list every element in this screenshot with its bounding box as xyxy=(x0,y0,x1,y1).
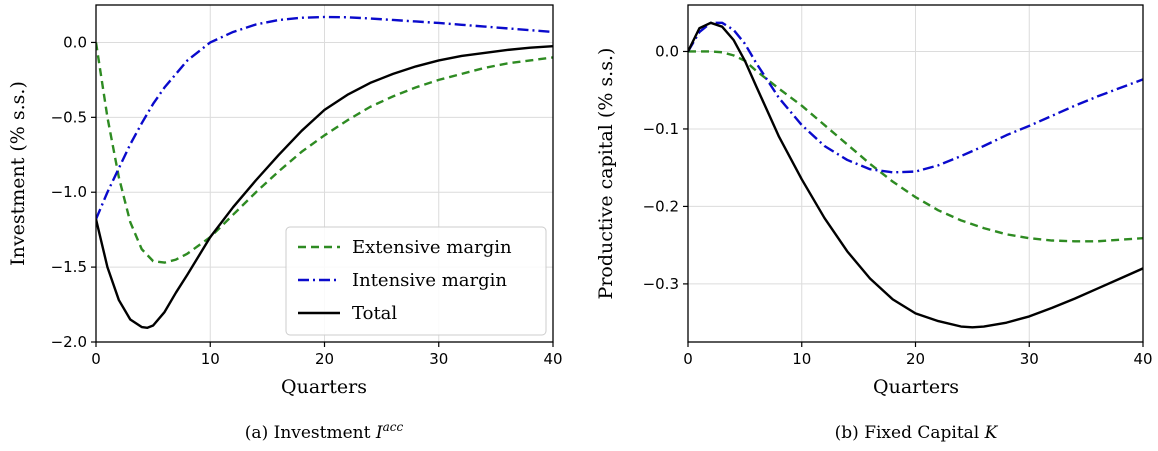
series-line-total xyxy=(688,21,1143,329)
series-group xyxy=(688,21,1143,329)
caption-superscript: acc xyxy=(383,420,404,434)
grid-lines xyxy=(687,5,1144,342)
x-tick-label: 0 xyxy=(91,350,101,368)
caption-symbol: K xyxy=(984,423,999,443)
axis-ticks: 0 10 20 30 40 0.0 −0.5 −1.0 −1.5 −2.0 xyxy=(51,33,563,368)
x-tick-label: 10 xyxy=(201,350,220,368)
y-tick-label: −1.5 xyxy=(51,258,87,276)
legend-label: Intensive margin xyxy=(352,270,507,291)
panel-caption: (a) Investment Iacc xyxy=(245,420,404,443)
series-line-intensive-margin xyxy=(96,15,553,220)
x-axis-label: Quarters xyxy=(281,376,367,398)
caption-prefix: (b) Fixed Capital xyxy=(835,423,985,443)
series-line-extensive xyxy=(688,50,1143,243)
legend-label: Total xyxy=(352,303,397,324)
x-tick-label: 30 xyxy=(429,350,448,368)
y-tick-label: −1.0 xyxy=(51,183,87,201)
x-tick-label: 20 xyxy=(315,350,334,368)
x-tick-label: 10 xyxy=(792,350,811,368)
panel-fixed-capital: 0 10 20 30 40 0.0 −0.1 −0.2 −0.3 Quarters Produc… xyxy=(595,4,1153,443)
y-tick-label: −0.5 xyxy=(51,108,87,126)
panel-investment: 0 10 20 30 40 0.0 −0.5 −1.0 −1.5 −2.0 Quarters In… xyxy=(7,4,563,443)
x-tick-label: 0 xyxy=(683,350,693,368)
legend: Extensive margin Intensive margin Total xyxy=(285,226,547,336)
y-tick-label: −2.0 xyxy=(51,333,87,351)
x-axis-label: Quarters xyxy=(873,376,959,398)
caption-prefix: (a) Investment xyxy=(245,423,376,443)
x-tick-label: 20 xyxy=(906,350,925,368)
legend-box xyxy=(285,226,547,336)
axis-ticks: 0 10 20 30 40 0.0 −0.1 −0.2 −0.3 xyxy=(643,42,1153,368)
caption-symbol: I xyxy=(375,423,383,443)
y-tick-label: −0.1 xyxy=(643,120,679,138)
panel-caption: (b) Fixed Capital K xyxy=(835,423,999,443)
y-tick-label: −0.3 xyxy=(643,275,679,293)
series-group xyxy=(96,15,553,329)
x-tick-label: 30 xyxy=(1020,350,1039,368)
legend-label: Extensive margin xyxy=(352,237,512,258)
x-tick-label: 40 xyxy=(1133,350,1152,368)
y-tick-label: −0.2 xyxy=(643,197,679,215)
series-line-total xyxy=(96,44,553,329)
y-axis-label: Productive capital (% s.s.) xyxy=(595,48,617,300)
x-tick-label: 40 xyxy=(543,350,562,368)
y-tick-label: 0.0 xyxy=(655,42,679,60)
y-axis-label: Investment (% s.s.) xyxy=(7,81,29,266)
y-tick-label: 0.0 xyxy=(63,33,87,51)
series-line-extensive-margin xyxy=(96,42,553,264)
